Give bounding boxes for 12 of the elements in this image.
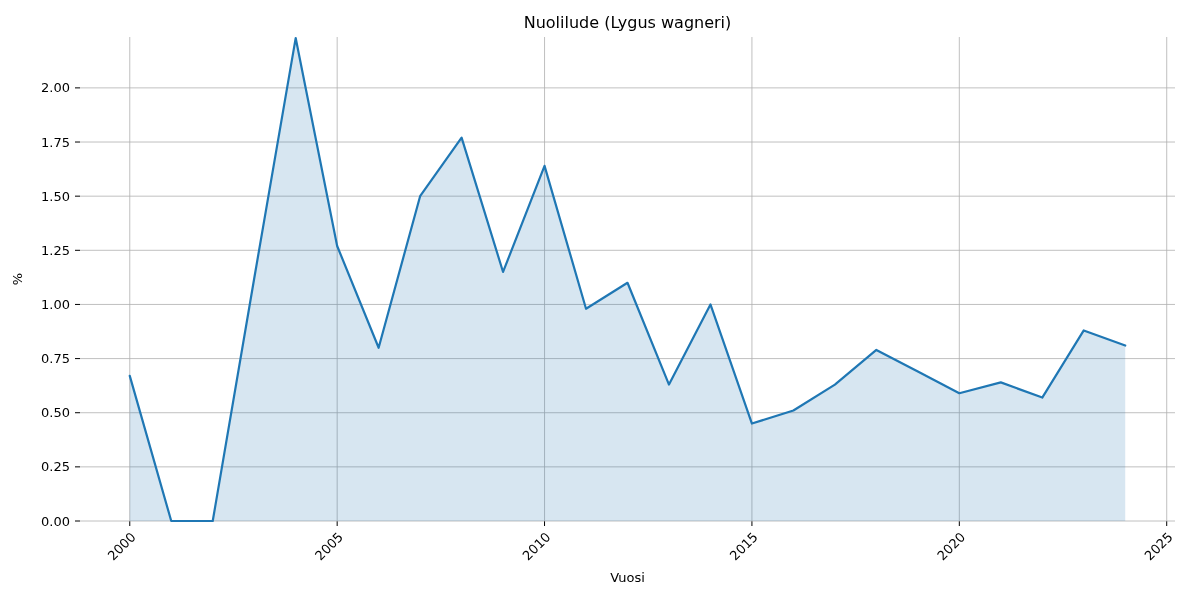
y-tick-label: 0.50 [41,405,70,421]
chart-title: Nuolilude (Lygus wagneri) [523,13,732,32]
y-tick-label: 1.00 [41,296,70,312]
x-axis-title: Vuosi [610,570,645,585]
y-tick-label: 0.75 [41,351,70,367]
y-tick-label: 0.25 [41,459,70,475]
y-axis-title: % [10,272,25,286]
y-tick-label: 1.25 [41,242,70,258]
y-tick-label: 1.50 [41,188,70,204]
y-tick-label: 2.00 [41,80,70,96]
y-tick-label: 1.75 [41,134,70,150]
y-tick-label: 0.00 [41,513,70,529]
